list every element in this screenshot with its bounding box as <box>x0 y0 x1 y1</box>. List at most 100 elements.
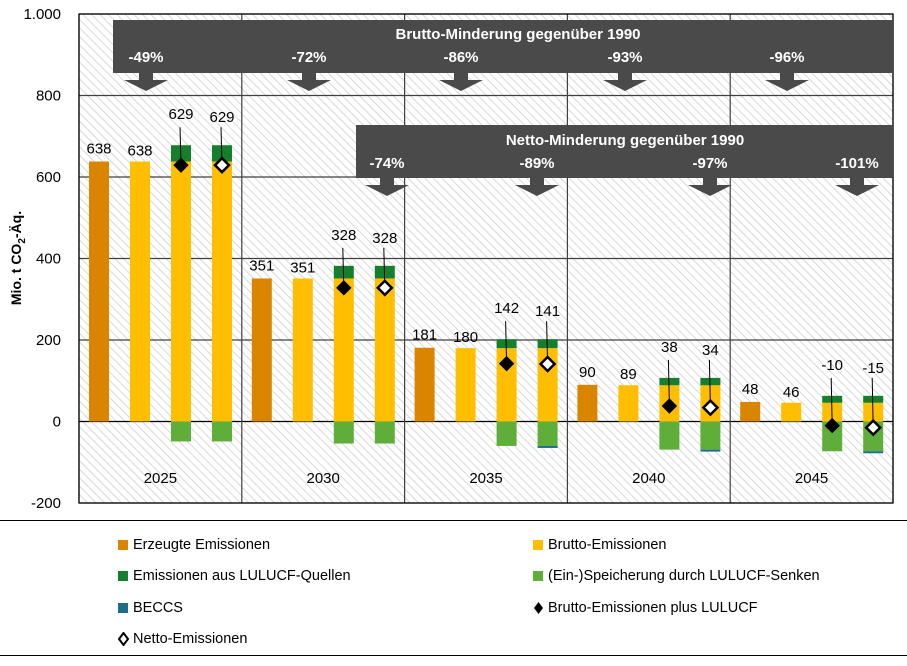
data-label-netto: 629 <box>209 109 234 126</box>
legend-item: Emissionen aus LULUCF-Quellen <box>118 568 351 584</box>
marker-brutto-plus-lulucf <box>173 157 189 173</box>
bar-brutto-emissionen <box>130 161 150 422</box>
brutto-reduction-value: -49% <box>128 49 163 66</box>
data-labels: 638 638 629 629 351 351 328 328 181 180 142 141 90 89… <box>86 106 884 401</box>
netto-banner <box>356 125 893 178</box>
bar-brutto-emissionen <box>618 385 639 422</box>
bar-lulucf-senken <box>537 421 558 446</box>
legend-swatch <box>118 540 128 550</box>
marker-brutto-plus-lulucf <box>661 398 678 414</box>
bar-brutto-emissionen <box>781 402 802 422</box>
marker-brutto-plus-lulucf <box>824 417 840 434</box>
bar-brutto-emissionen <box>455 348 476 422</box>
legend-label: Netto-Emissionen <box>133 631 248 647</box>
netto-arrow-icon <box>835 178 879 196</box>
marker-netto-emissionen <box>376 279 394 297</box>
legend-label: BECCS <box>133 600 183 616</box>
netto-arrow-icon <box>365 178 409 196</box>
y-tick-label: 1.000 <box>23 6 61 23</box>
reduction-banners: Brutto-Minderung gegenüber 1990 -49% -72% -… <box>113 20 893 196</box>
category-label: 2025 <box>144 470 177 487</box>
brutto-arrow-icon <box>603 73 647 91</box>
y-axis-ticks: 1.000 800 600 400 200 0 -200 <box>23 6 61 512</box>
bar-beccs <box>537 445 558 448</box>
legend-label: Emissionen aus LULUCF-Quellen <box>133 568 351 584</box>
marker-brutto-plus-lulucf <box>336 280 352 296</box>
bar-lulucf-senken <box>700 421 721 450</box>
bar-lulucf-senken <box>822 421 843 452</box>
bar-lulucf-quellen <box>863 395 884 403</box>
legend-label: Brutto-Emissionen <box>548 537 667 553</box>
data-label-brutto: 46 <box>783 384 800 401</box>
bar-lulucf-senken <box>212 421 232 442</box>
netto-banner-title: Netto-Minderung gegenüber 1990 <box>506 132 744 149</box>
brutto-reduction-value: -96% <box>769 49 804 66</box>
legend-top-rule <box>0 520 907 521</box>
legend-label: Brutto-Emissionen plus LULUCF <box>548 600 758 616</box>
brutto-banner <box>113 20 893 73</box>
marker-netto-emissionen <box>864 418 882 437</box>
data-label-brutto-plus-lulucf: 38 <box>661 339 678 356</box>
legend-swatch <box>118 571 128 581</box>
markers <box>173 127 882 437</box>
bar-beccs <box>700 449 721 452</box>
bar-lulucf-senken <box>374 421 395 444</box>
y-tick-label: 0 <box>53 414 61 431</box>
marker-netto-emissionen <box>538 355 557 373</box>
leader-line <box>667 359 670 407</box>
data-label-erzeugt: 351 <box>249 257 274 274</box>
data-label-brutto-plus-lulucf: 629 <box>168 106 193 123</box>
emissions-chart: 1.000 800 600 400 200 0 -200 Brutto-Minderung … <box>8 6 894 512</box>
bars <box>89 145 884 454</box>
brutto-arrow-icon <box>287 73 331 91</box>
bar-lulucf-quellen <box>659 377 680 386</box>
data-label-brutto: 89 <box>620 366 637 383</box>
legend-item: BECCS <box>118 600 183 616</box>
data-label-brutto-plus-lulucf: 142 <box>494 300 519 317</box>
y-tick-label: 800 <box>36 88 61 105</box>
brutto-reduction-value: -93% <box>607 49 642 66</box>
bar-lulucf-quellen <box>700 377 721 386</box>
netto-reduction-value: -74% <box>369 155 404 172</box>
data-label-netto: 328 <box>372 230 397 247</box>
bar-erzeugte-emissionen <box>414 347 435 422</box>
marker-brutto-plus-lulucf <box>498 355 515 372</box>
data-label-erzeugt: 181 <box>412 327 437 344</box>
marker-netto-emissionen <box>701 398 720 417</box>
marker-netto-emissionen <box>213 156 231 174</box>
category-label: 2045 <box>795 470 828 487</box>
netto-reduction-value: -101% <box>835 155 878 172</box>
category-label: 2040 <box>632 470 665 487</box>
data-label-erzeugt: 48 <box>742 381 759 398</box>
data-label-erzeugt: 638 <box>86 141 111 158</box>
bar-brutto-emissionen-stacked <box>333 278 354 422</box>
y-tick-label: 600 <box>36 169 61 186</box>
y-axis-label: Mio. t CO2-Äq. <box>8 211 28 305</box>
legend-item: (Ein-)Speicherung durch LULUCF-Senken <box>533 568 820 584</box>
netto-arrow-icon <box>515 178 559 196</box>
bar-brutto-emissionen-stacked <box>212 161 232 422</box>
data-label-netto: -15 <box>862 360 884 377</box>
brutto-banner-title: Brutto-Minderung gegenüber 1990 <box>395 26 640 43</box>
netto-arrow-icon <box>688 178 732 196</box>
legend-item: Netto-Emissionen <box>118 631 247 647</box>
data-label-brutto: 351 <box>290 259 315 276</box>
bar-erzeugte-emissionen <box>251 278 272 422</box>
legend-bottom-rule <box>0 655 907 656</box>
category-label: 2030 <box>307 470 340 487</box>
legend-swatch <box>533 571 543 581</box>
legend-swatch <box>533 540 543 550</box>
y-tick-label: 400 <box>36 251 61 268</box>
bar-beccs <box>863 451 884 454</box>
category-label: 2035 <box>469 470 502 487</box>
category-labels: 2025 2030 2035 2040 2045 <box>144 470 829 487</box>
brutto-arrow-icon <box>124 73 168 91</box>
y-tick-label: 200 <box>36 332 61 349</box>
bar-lulucf-senken <box>659 421 680 450</box>
data-label-brutto-plus-lulucf: -10 <box>821 357 843 374</box>
legend-label: Erzeugte Emissionen <box>133 537 271 553</box>
legend-swatch <box>118 603 128 613</box>
bar-lulucf-quellen <box>822 395 843 403</box>
y-tick-label: -200 <box>31 495 61 512</box>
data-label-erzeugt: 90 <box>579 364 596 381</box>
